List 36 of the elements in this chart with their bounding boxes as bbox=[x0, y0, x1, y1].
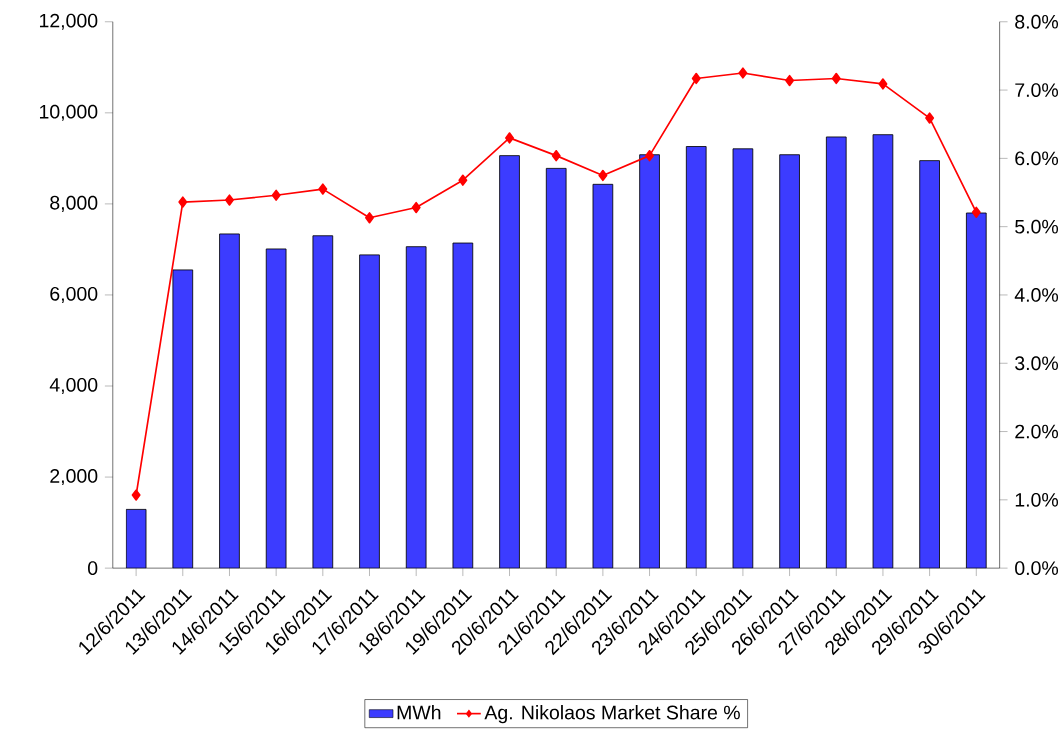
point bbox=[785, 74, 795, 86]
y-tick-label: 4,000 bbox=[49, 377, 98, 394]
point bbox=[925, 112, 935, 124]
point bbox=[831, 72, 841, 84]
y-tick-label: 8,000 bbox=[50, 195, 98, 212]
point bbox=[271, 189, 281, 201]
y-tick-label: 6,000 bbox=[50, 286, 98, 303]
y-tick-label: 0 bbox=[88, 561, 98, 575]
point bbox=[971, 206, 981, 218]
point bbox=[878, 78, 888, 90]
y2-tick-label: 0.0% bbox=[1015, 561, 1059, 575]
point bbox=[131, 489, 141, 501]
y2-tick-label: 5.0% bbox=[1015, 219, 1059, 234]
y2-tick-label: 3.0% bbox=[1015, 356, 1059, 370]
legend-label: Ag. Nikolaos Market Share % bbox=[484, 704, 740, 724]
point bbox=[411, 201, 421, 214]
y2-tick-label: 8.0% bbox=[1015, 14, 1059, 29]
y2-tick-label: 1.0% bbox=[1015, 492, 1059, 507]
legend-label: MWh bbox=[397, 704, 441, 719]
y2-tick-label: 6.0% bbox=[1015, 151, 1059, 166]
point bbox=[691, 72, 701, 84]
point bbox=[645, 149, 655, 162]
y2-tick-label: 4.0% bbox=[1014, 287, 1059, 302]
point bbox=[505, 131, 515, 144]
point bbox=[224, 194, 234, 206]
point bbox=[551, 149, 561, 162]
point bbox=[598, 169, 608, 181]
y-tick-label: 12,000 bbox=[39, 13, 98, 30]
point bbox=[458, 174, 468, 186]
y-tick-label: 2,000 bbox=[50, 468, 98, 485]
point bbox=[738, 67, 748, 79]
point bbox=[178, 196, 188, 208]
point bbox=[318, 183, 328, 195]
y2-tick-label: 7.0% bbox=[1015, 82, 1059, 97]
y-tick-label: 10,000 bbox=[39, 104, 98, 121]
y2-tick-label: 2.0% bbox=[1015, 424, 1059, 439]
